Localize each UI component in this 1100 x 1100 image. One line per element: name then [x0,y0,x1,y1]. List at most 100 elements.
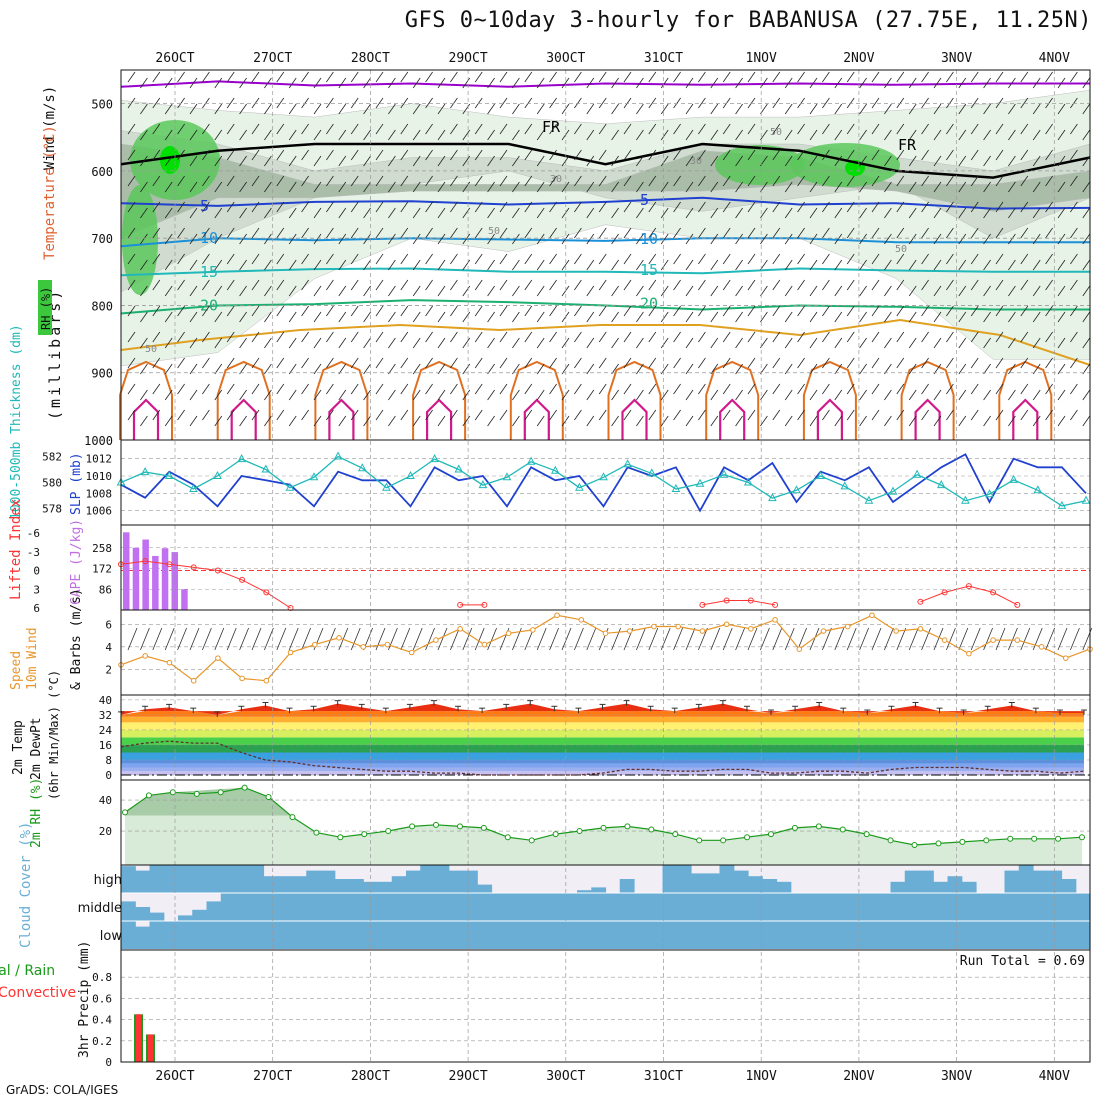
wind-barb [908,77,917,89]
wind-barb [871,123,880,135]
wind-barb [1032,285,1041,297]
wind-barb [425,97,433,109]
wind-barb [462,181,471,193]
wind-barb [747,279,756,291]
wind-barb [214,389,223,401]
wind-barb [623,383,632,395]
wind-barb [859,207,867,219]
wind-barb [164,77,173,89]
wind-barb [983,77,991,89]
cloud-cell-middle [192,909,208,921]
temp-tick: 32 [99,709,112,722]
wind-barb [623,227,632,239]
wind-barb [1082,415,1091,427]
temperature-band [121,745,1084,753]
wind-barb [611,77,619,89]
wind-barb [685,311,694,323]
wind-speed-marker [748,626,754,632]
wind-barb [326,383,334,395]
wind-barb [822,149,830,161]
wind-barb [264,311,272,323]
wind-barb [226,383,235,395]
wind-barb [214,415,223,427]
wind-barb [884,77,892,89]
wind-barb [375,383,384,395]
wind-barb [660,311,669,323]
wind-barb [722,331,731,343]
wind-barb [189,389,198,401]
thickness-marker [357,463,367,472]
wind-barb [747,331,756,343]
temperature-band [121,760,1084,764]
wind-barb [512,311,520,323]
wind-barb [127,175,136,187]
wind-barb [722,409,731,421]
isotherm-25-loop [509,360,564,440]
wind-barb [326,253,334,265]
cloud-cell-middle [121,901,136,921]
rh-marker [385,828,392,835]
wind-barb [400,149,409,161]
wind-barb [239,233,247,245]
cloud-cell-low [790,921,806,949]
cloud-cell-low [121,921,136,949]
wind-barb [388,207,396,219]
wind-barb [772,175,781,187]
cloud-cell-high [1033,870,1048,893]
isotherm-30-loop [1012,398,1039,440]
wind-barb [722,279,731,291]
wind-barb [908,181,917,193]
wind-barb [1020,97,1029,109]
lifted-index-marker [1014,601,1021,608]
wind-barb [921,97,929,109]
cloud-cell-middle [505,893,521,921]
wind-speed-marker [287,649,294,656]
lifted-index-tick: -6 [27,527,40,540]
rh-marker [193,790,200,797]
wind-barb [338,337,347,349]
wind-barb [338,285,347,297]
wind-barb [251,331,260,343]
cloud-cell-high [235,865,250,893]
wind-barb [648,253,657,265]
wind-barb [1008,259,1016,271]
thickness-marker [1081,495,1091,504]
cloud-cell-high [391,876,407,893]
wind-barb [1057,389,1066,401]
wind-barb [1082,77,1091,89]
wind-barb [1020,123,1029,135]
wind-barb [412,311,421,323]
isotherm-25-loop [607,360,662,440]
wind-barb [896,201,905,213]
wind-barb [363,181,371,193]
lifted-index-tick: 0 [33,565,40,578]
wind-barb [487,285,495,297]
wind-barb [226,305,235,317]
wind-barb [264,77,272,89]
cloud-cell-low [263,921,279,949]
lifted-index-marker [239,576,246,583]
wind-speed-marker [239,675,245,682]
wind-barb [462,389,471,401]
wind-barb [983,285,991,297]
wind-barb [735,155,743,167]
wind-barb [239,337,247,349]
wind-barb [735,337,743,349]
wind-barb [685,363,694,375]
wind-barb [772,123,781,135]
wind-barb [921,305,929,317]
wind-barb [859,389,867,401]
wind-barb [276,357,285,369]
wind-speed-marker [893,628,900,634]
run-total-label: Run Total = 0.69 [960,954,1085,969]
wind-barb [636,77,644,89]
wind-barb [251,383,260,395]
wind-barb [1082,337,1091,349]
wind-barb [586,181,595,193]
wind-barb [760,337,768,349]
wind-barb [722,123,731,135]
wind-barb [772,409,781,421]
thickness-marker [888,486,898,495]
wind-barb [549,331,557,343]
wind-barb [822,383,830,395]
